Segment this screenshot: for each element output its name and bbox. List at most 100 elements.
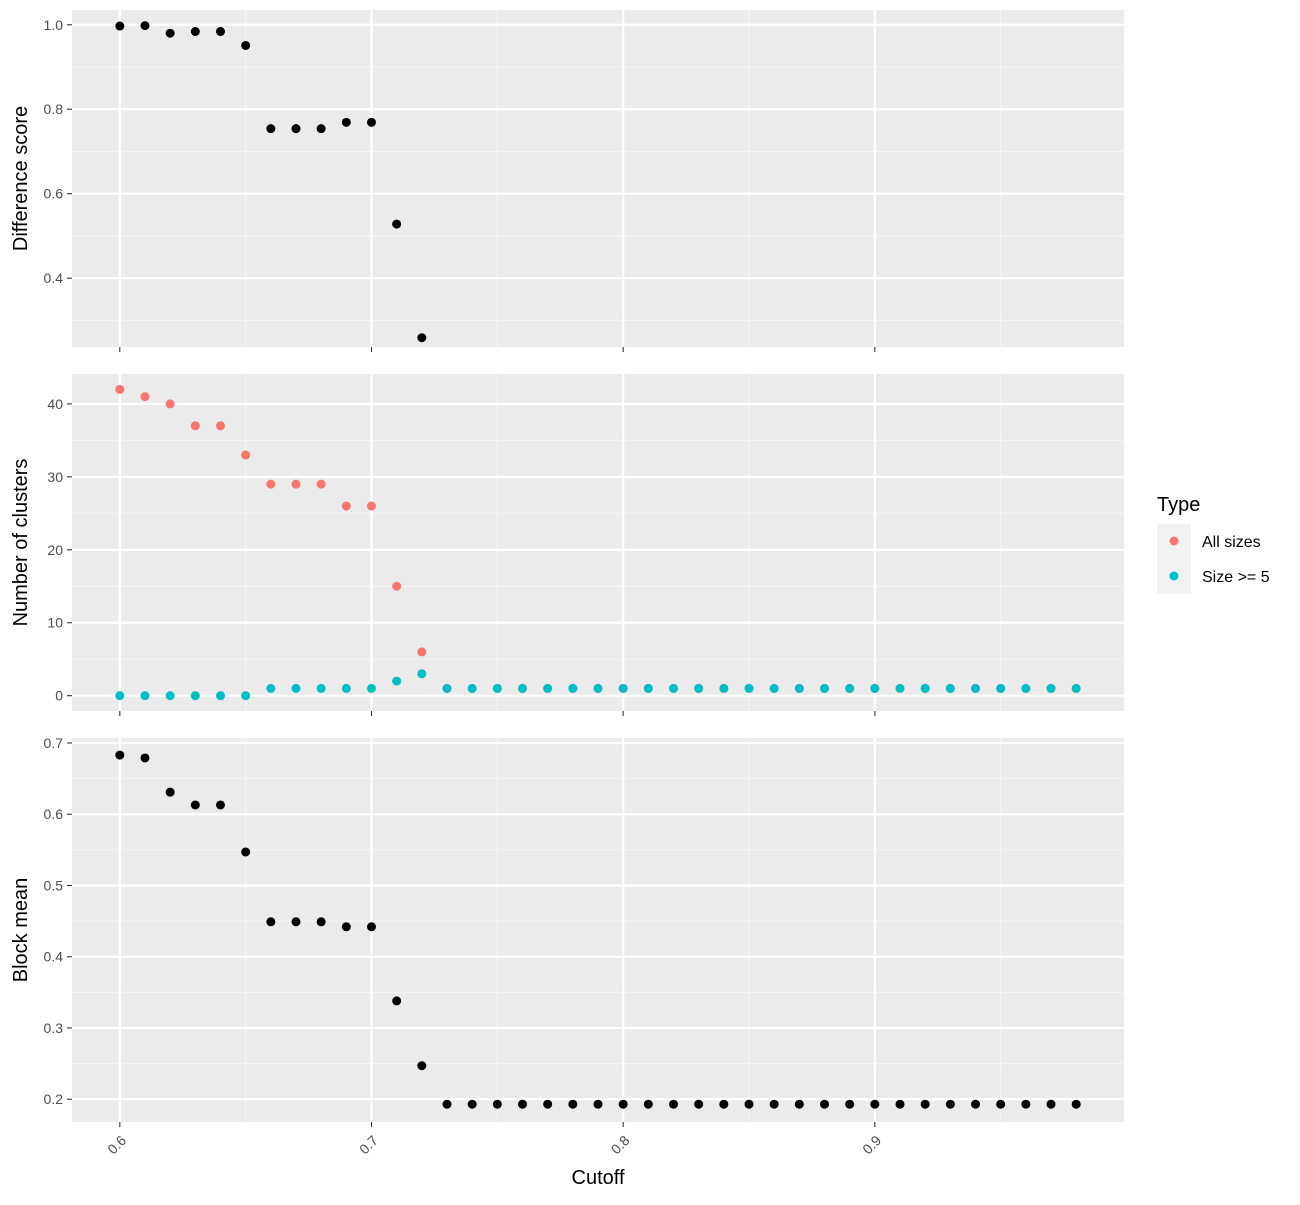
data-point (341, 683, 351, 693)
y-tick-label: 40 (47, 396, 63, 412)
data-point (517, 683, 527, 693)
data-point (820, 683, 830, 693)
legend-label-all-sizes: All sizes (1202, 534, 1261, 551)
data-point (341, 501, 351, 511)
y-tick-label: 0 (55, 688, 63, 704)
data-point (543, 683, 553, 693)
data-point (769, 683, 779, 693)
data-point (140, 753, 150, 763)
data-point (190, 421, 200, 431)
data-point (467, 683, 477, 693)
data-point (366, 501, 376, 511)
data-point (643, 1099, 653, 1109)
legend-key-size-5 (1169, 571, 1179, 581)
data-point (895, 1099, 905, 1109)
data-point (241, 40, 251, 50)
data-point (669, 1099, 679, 1109)
data-point (316, 917, 326, 927)
legend-label-size-5: Size >= 5 (1202, 569, 1270, 586)
data-point (366, 117, 376, 127)
y-tick-label: 0.4 (44, 270, 64, 286)
panel-middle: 0 10 20 30 40 Number of clusters (10, 374, 1124, 716)
data-point (316, 683, 326, 693)
data-point (291, 479, 301, 489)
data-point (971, 683, 981, 693)
y-tick-label: 1.0 (44, 17, 64, 33)
data-point (215, 421, 225, 431)
y-tick-label: 0.8 (44, 101, 64, 117)
data-point (1021, 1099, 1031, 1109)
y-tick-label: 0.4 (44, 949, 64, 965)
y-tick-label: 0.2 (44, 1091, 64, 1107)
data-point (794, 1099, 804, 1109)
data-point (291, 124, 301, 134)
data-point (769, 1099, 779, 1109)
data-point (543, 1099, 553, 1109)
data-point (165, 28, 175, 38)
series-points (115, 21, 427, 343)
data-point (366, 922, 376, 932)
series-size-5 (115, 669, 1081, 701)
data-point (316, 124, 326, 134)
data-point (996, 1099, 1006, 1109)
data-point (291, 917, 301, 927)
data-point (291, 683, 301, 693)
data-point (845, 683, 855, 693)
data-point (442, 683, 452, 693)
y-tick-label: 0.3 (44, 1020, 64, 1036)
data-point (140, 691, 150, 701)
data-point (115, 21, 125, 31)
y-tick-label: 0.5 (44, 877, 64, 893)
data-point (190, 691, 200, 701)
data-point (568, 683, 578, 693)
data-point (115, 750, 125, 760)
data-point (266, 124, 276, 134)
data-point (316, 479, 326, 489)
data-point (794, 683, 804, 693)
y-axis-title: Difference score (10, 106, 32, 251)
data-point (618, 1099, 628, 1109)
data-point (140, 392, 150, 402)
data-point (920, 683, 930, 693)
data-point (568, 1099, 578, 1109)
data-point (241, 691, 251, 701)
data-point (215, 800, 225, 810)
data-point (165, 787, 175, 797)
legend-key-all-sizes (1169, 536, 1179, 546)
data-point (492, 1099, 502, 1109)
y-tick-label: 0.6 (44, 186, 64, 202)
panel-background (72, 738, 1124, 1122)
series-points (115, 750, 1081, 1109)
data-point (417, 647, 427, 657)
data-point (215, 691, 225, 701)
data-point (442, 1099, 452, 1109)
data-point (719, 1099, 729, 1109)
data-point (266, 917, 276, 927)
panel-background (72, 374, 1124, 711)
legend: Type All sizes Size >= 5 (1157, 494, 1270, 594)
legend-key-background (1157, 524, 1191, 594)
y-tick-label: 0.6 (44, 806, 64, 822)
data-point (920, 1099, 930, 1109)
data-point (870, 683, 880, 693)
data-point (618, 683, 628, 693)
data-point (417, 1061, 427, 1071)
panel-background (72, 10, 1124, 347)
data-point (996, 683, 1006, 693)
data-point (341, 922, 351, 932)
y-tick-label: 30 (47, 469, 63, 485)
data-point (417, 333, 427, 343)
data-point (266, 479, 276, 489)
panels: 0.4 0.6 0.8 1.0 Difference score 0 10 20 30 40 Num… (10, 10, 1124, 1157)
data-point (1046, 683, 1056, 693)
legend-title: Type (1157, 494, 1200, 516)
data-point (467, 1099, 477, 1109)
data-point (870, 1099, 880, 1109)
data-point (1021, 683, 1031, 693)
data-point (115, 691, 125, 701)
y-tick-label: 10 (47, 615, 63, 631)
data-point (366, 683, 376, 693)
data-point (1071, 683, 1081, 693)
